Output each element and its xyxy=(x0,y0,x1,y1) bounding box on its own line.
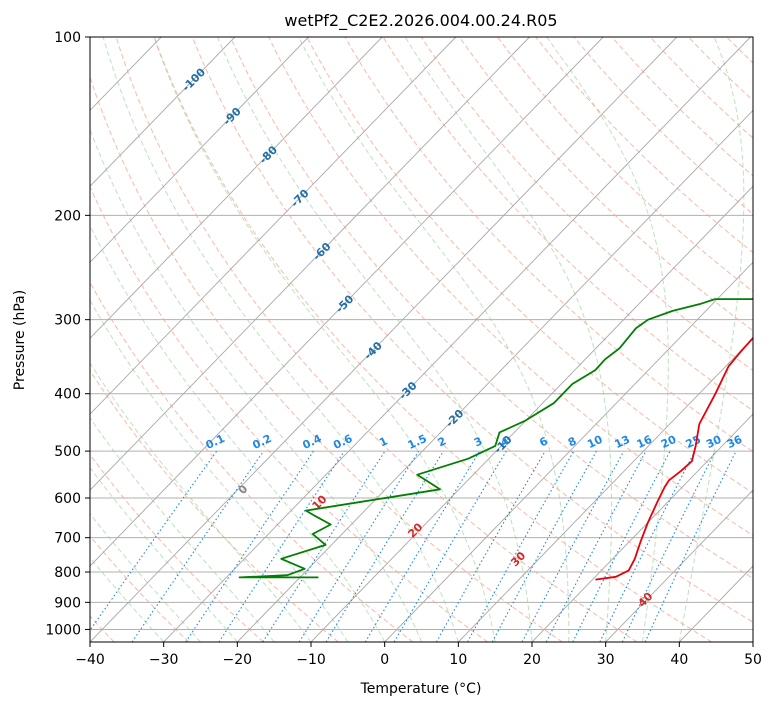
x-tick-label: −10 xyxy=(296,652,326,668)
moist-adiabat xyxy=(90,557,165,642)
isotherm-line xyxy=(163,37,751,642)
x-tick-label: 20 xyxy=(523,652,541,668)
isotherm-line xyxy=(90,37,530,491)
mixing-ratio-label: 16 xyxy=(635,433,655,451)
y-tick-label: 200 xyxy=(54,208,81,224)
temperature-line xyxy=(595,336,753,581)
moist-adiabat xyxy=(90,128,422,642)
isotherm-line xyxy=(237,109,753,642)
isotherm-line xyxy=(384,261,753,642)
moist-adiabat xyxy=(90,466,238,642)
mixing-ratio-line xyxy=(467,450,575,642)
mixing-ratio-label: 13 xyxy=(613,433,632,451)
x-tick-label: 10 xyxy=(449,652,467,668)
plot-frame xyxy=(89,36,754,643)
mixing-ratio-line xyxy=(218,450,345,642)
dry-adiabat xyxy=(90,281,414,642)
dry-adiabat xyxy=(344,37,753,453)
mixing-ratio-label: 20 xyxy=(659,433,679,451)
y-tick-label: 700 xyxy=(54,531,81,547)
dry-adiabat xyxy=(153,37,712,642)
x-axis-label: Temperature (°C) xyxy=(360,681,482,697)
x-tick-label: −20 xyxy=(223,652,253,668)
moist-adiabat xyxy=(678,37,745,642)
y-tick-label: 800 xyxy=(54,565,81,581)
y-tick-label: 100 xyxy=(54,30,81,46)
isotherm-line xyxy=(90,37,678,642)
mixing-ratio-line xyxy=(90,450,218,632)
x-tick-label: 40 xyxy=(670,652,688,668)
dry-adiabat xyxy=(497,37,753,293)
y-tick-label: 1000 xyxy=(45,622,81,638)
mixing-ratio-label: 36 xyxy=(725,433,745,451)
y-tick-label: 300 xyxy=(54,313,81,329)
y-tick-label: 500 xyxy=(54,444,81,460)
mixing-ratio-label: 10 xyxy=(585,433,605,451)
moist-adiabat xyxy=(153,37,496,642)
x-tick-label: −30 xyxy=(149,652,179,668)
x-tick-label: 50 xyxy=(744,652,762,668)
moist-adiabat xyxy=(90,512,201,642)
y-axis: 1000 900 800 700 600 500 400 300 200 100 xyxy=(45,30,90,638)
mixing-ratio-line xyxy=(521,450,625,642)
isotherm-line xyxy=(90,37,457,415)
dry-adiabat xyxy=(420,37,753,372)
y-tick-label: 900 xyxy=(54,595,81,611)
mixing-ratio-line xyxy=(131,450,265,642)
y-axis-label: Pressure (hPa) xyxy=(12,290,28,390)
plot-area: -100-90-80-70-60-50-40-30-20-10010203040… xyxy=(90,37,753,642)
moist-adiabat xyxy=(216,37,533,642)
x-tick-label: 30 xyxy=(597,652,615,668)
mixing-ratio-line xyxy=(325,450,444,642)
isotherm-line xyxy=(531,413,753,642)
mixing-ratio-line xyxy=(572,450,671,642)
dry-adiabat xyxy=(90,369,339,642)
isotherm-line xyxy=(90,37,309,263)
chart-title: wetPf2_C2E2.2026.004.00.24.R05 xyxy=(284,11,557,31)
dry-adiabat xyxy=(230,37,753,579)
y-tick-label: 400 xyxy=(54,387,81,403)
dewpoint-line xyxy=(238,297,753,579)
moist-adiabat xyxy=(102,37,459,642)
y-tick-label: 600 xyxy=(54,491,81,507)
dry-adiabat xyxy=(90,75,563,642)
x-axis: −40 −30 −20 −10 0 10 20 30 40 50 xyxy=(75,642,762,668)
dry-adiabat xyxy=(306,37,753,494)
isotherm-line xyxy=(90,37,604,567)
mixing-ratio-line xyxy=(491,450,597,642)
isotherm-line xyxy=(90,37,383,339)
x-tick-label: −40 xyxy=(75,652,105,668)
moist-adiabat xyxy=(546,37,669,642)
mixing-ratio-label: 25 xyxy=(684,433,703,451)
isotherm-line xyxy=(310,185,753,642)
dry-adiabat xyxy=(191,37,753,623)
mixing-ratio-line xyxy=(599,450,696,642)
moist-adiabat xyxy=(298,37,570,642)
moist-adiabat xyxy=(90,416,275,642)
dry-adiabat xyxy=(90,535,190,642)
moist-adiabat xyxy=(90,362,312,642)
moist-adiabat xyxy=(404,37,613,642)
dry-adiabat xyxy=(115,37,638,642)
mixing-ratio-label: 30 xyxy=(704,433,724,451)
dry-adiabat xyxy=(90,185,488,642)
moist-adiabat xyxy=(90,299,349,642)
mixing-ratio-line xyxy=(185,450,314,642)
x-tick-label: 0 xyxy=(380,652,389,668)
mixing-ratio-line xyxy=(262,450,386,642)
isotherm-line xyxy=(90,37,236,187)
isotherm-line xyxy=(605,489,753,642)
